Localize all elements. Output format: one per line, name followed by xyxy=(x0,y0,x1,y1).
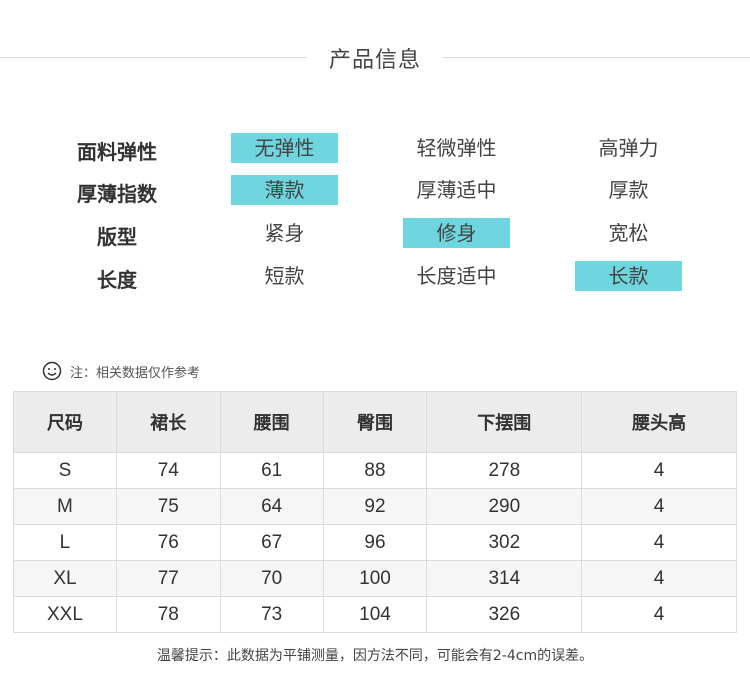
attribute-label: 厚薄指数 xyxy=(77,182,157,206)
table-cell: 314 xyxy=(426,560,583,597)
title-divider-left xyxy=(0,57,307,58)
column-header: 尺码 xyxy=(13,391,117,453)
table-cell: 4 xyxy=(581,560,737,597)
note: 注：相关数据仅作参考 xyxy=(42,361,200,381)
section-title: 产品信息 xyxy=(328,48,421,73)
attribute-option: 长度适中 xyxy=(416,264,497,288)
table-row: XXL 78 73 104 326 4 xyxy=(13,596,737,633)
note-text: 注：相关数据仅作参考 xyxy=(70,365,201,381)
table-cell: 4 xyxy=(581,452,737,489)
table-cell: 302 xyxy=(426,524,583,561)
table-cell: 74 xyxy=(115,452,221,489)
table-cell: 76 xyxy=(115,524,221,561)
smiley-icon xyxy=(42,361,62,381)
table-cell: 290 xyxy=(426,488,583,525)
table-cell: 4 xyxy=(581,524,737,561)
measurement-tip: 温馨提示：此数据为平铺测量，因方法不同，可能会有2-4cm的误差。 xyxy=(156,648,594,664)
table-cell: XL xyxy=(13,560,117,597)
table-cell: 64 xyxy=(219,488,324,525)
table-cell: 104 xyxy=(322,596,428,633)
column-header: 下摆围 xyxy=(426,391,583,453)
attribute-label: 面料弹性 xyxy=(77,140,157,164)
table-row: M 75 64 92 290 4 xyxy=(13,488,737,525)
table-cell: 61 xyxy=(219,452,324,489)
attribute-option: 高弹力 xyxy=(598,136,659,160)
table-header-row: 尺码 裙长 腰围 臀围 下摆围 腰头高 xyxy=(13,391,737,453)
table-row: XL 77 70 100 314 4 xyxy=(13,560,737,597)
table-cell: 70 xyxy=(219,560,324,597)
table-cell: 88 xyxy=(322,452,428,489)
attribute-option: 厚薄适中 xyxy=(416,178,497,202)
size-table: 尺码 裙长 腰围 臀围 下摆围 腰头高 S 74 61 88 278 4 M 75 64 92 290 4 L 76… xyxy=(13,391,737,633)
attribute-option-selected: 长款 xyxy=(575,261,682,291)
attribute-option: 厚款 xyxy=(608,178,649,202)
attribute-option: 紧身 xyxy=(264,221,305,245)
table-cell: 73 xyxy=(219,596,324,633)
table-cell: S xyxy=(13,452,117,489)
table-row: L 76 67 96 302 4 xyxy=(13,524,737,561)
column-header: 裙长 xyxy=(115,391,221,453)
attribute-option-selected: 修身 xyxy=(403,218,510,248)
table-cell: 4 xyxy=(581,488,737,525)
attribute-option-selected: 无弹性 xyxy=(231,133,338,163)
attribute-label: 版型 xyxy=(97,225,137,249)
table-cell: 100 xyxy=(322,560,428,597)
table-cell: 75 xyxy=(115,488,221,525)
table-cell: 278 xyxy=(426,452,583,489)
attribute-option-selected: 薄款 xyxy=(231,175,338,205)
attribute-option: 轻微弹性 xyxy=(416,136,497,160)
column-header: 臀围 xyxy=(322,391,428,453)
table-cell: L xyxy=(13,524,117,561)
attribute-option: 短款 xyxy=(264,264,305,288)
column-header: 腰围 xyxy=(219,391,324,453)
table-cell: 92 xyxy=(322,488,428,525)
attribute-label: 长度 xyxy=(97,268,137,292)
attribute-option: 宽松 xyxy=(608,221,649,245)
table-cell: 67 xyxy=(219,524,324,561)
table-cell: 78 xyxy=(115,596,221,633)
table-cell: M xyxy=(13,488,117,525)
table-cell: 96 xyxy=(322,524,428,561)
table-cell: 4 xyxy=(581,596,737,633)
table-cell: XXL xyxy=(13,596,117,633)
table-row: S 74 61 88 278 4 xyxy=(13,452,737,489)
column-header: 腰头高 xyxy=(581,391,737,453)
table-cell: 77 xyxy=(115,560,221,597)
title-divider-right xyxy=(443,57,750,58)
table-cell: 326 xyxy=(426,596,583,633)
